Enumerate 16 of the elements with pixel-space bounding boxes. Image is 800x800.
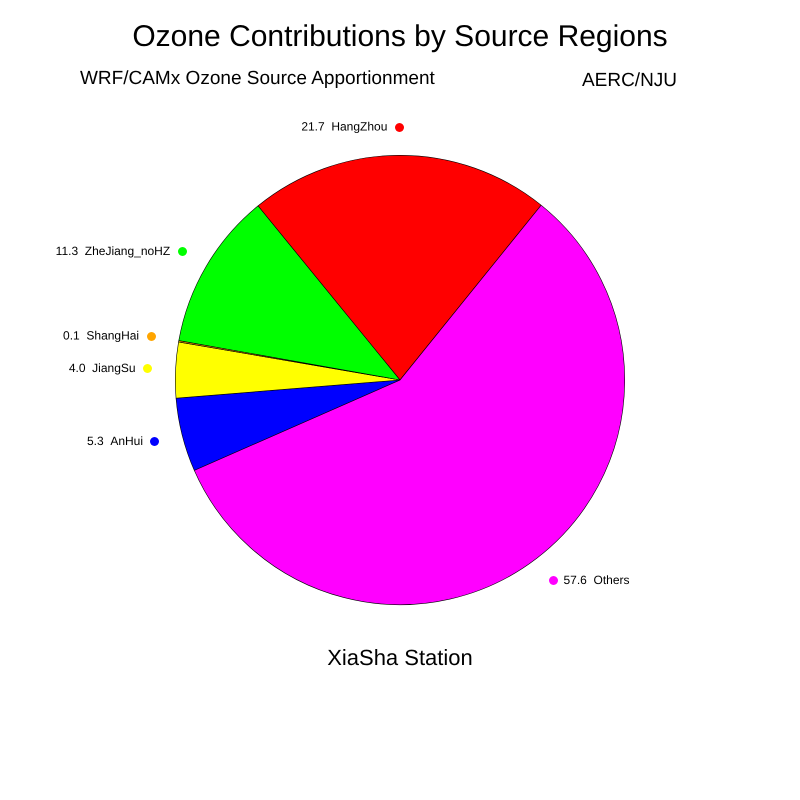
data-label: 21.7 [301, 120, 325, 134]
legend-label: ShangHai [86, 328, 140, 343]
legend-label: HangZhou [331, 120, 388, 134]
legend-label: ZheJiang_noHZ [84, 244, 170, 258]
slice-label: Others [594, 573, 630, 588]
data-label: 5.3 [86, 434, 104, 448]
text: AERC/NJU [582, 70, 678, 92]
text: XiaSha Station [326, 645, 474, 671]
legend-label: AnHui [110, 434, 144, 448]
data-label: 11.3 [56, 244, 78, 258]
data-label: 4.0 [68, 361, 86, 376]
data-label: 0.1 [63, 328, 80, 343]
chart-title: Ozone Contributions by Source Regions [131, 20, 669, 54]
data-label: 57.6 [563, 573, 588, 588]
chart-subtitle: WRF/CAMx Ozone Source Apportionment [80, 68, 435, 90]
legend-label: JiangSu [92, 361, 136, 376]
